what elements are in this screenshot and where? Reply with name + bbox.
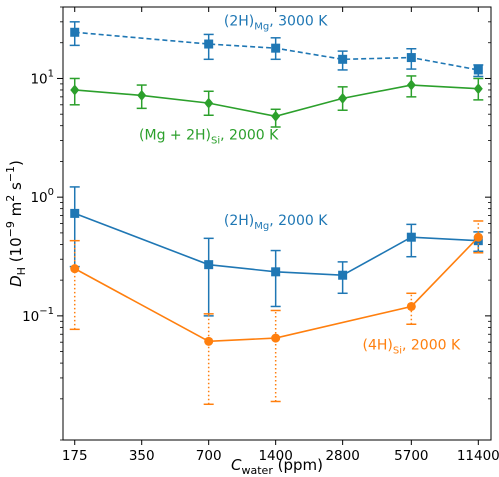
series-line (74, 31, 479, 71)
x-tick-label: 700 (196, 448, 222, 464)
data-point (271, 267, 281, 277)
data-point (204, 97, 214, 109)
data-point (271, 110, 281, 122)
series-annotation: (2H)Mg, 3000 K (224, 13, 328, 32)
data-point (338, 54, 348, 64)
data-point (271, 333, 281, 343)
data-point (473, 83, 483, 95)
series-annotation: (4H)Si, 2000 K (362, 338, 460, 357)
data-point (204, 336, 214, 346)
annotations: (2H)Mg, 3000 K (Mg + 2H)Si, 2000 K (2H)Mg,… (139, 13, 461, 356)
x-tick-label: 2800 (325, 448, 359, 464)
data-point (473, 232, 483, 242)
data-point (70, 27, 80, 37)
data-point (204, 39, 214, 49)
y-axis-label: DH (10−9 m2 s−1) (4, 160, 28, 287)
data-point (406, 53, 416, 63)
data-point (70, 264, 80, 274)
data-point (70, 208, 80, 218)
series-1 (69, 75, 484, 128)
data-point (204, 260, 214, 270)
y-tick-label: 10−1 (22, 306, 54, 325)
data-point (70, 84, 80, 96)
series-line (74, 84, 479, 118)
x-tick-label: 175 (62, 448, 88, 464)
series-line (74, 212, 479, 277)
axis-ticks: 175 350 700 1400 2800 5700 11400 10−1 100 101 (22, 6, 499, 464)
y-tick-label: 101 (30, 68, 54, 87)
data-point (137, 89, 147, 101)
series-0 (69, 21, 484, 78)
data-point (271, 43, 281, 53)
y-tick-label: 100 (30, 187, 54, 206)
data-point (406, 232, 416, 242)
data-point (406, 79, 416, 91)
data-point (338, 92, 348, 104)
series-annotation: (2H)Mg, 2000 K (224, 213, 328, 232)
series-3 (69, 220, 484, 406)
data-point (338, 270, 348, 280)
series-annotation: (Mg + 2H)Si, 2000 K (139, 128, 279, 147)
series-line (74, 236, 479, 343)
series-2 (69, 186, 484, 317)
data-point (406, 301, 416, 311)
axis-labels: Cwater (ppm) DH (10−9 m2 s−1) (4, 160, 323, 477)
x-tick-label: 11400 (457, 448, 499, 464)
x-tick-label: 1400 (258, 448, 292, 464)
data-point (473, 65, 483, 75)
series-layer (69, 21, 484, 406)
x-tick-label: 5700 (394, 448, 428, 464)
x-axis-label: Cwater (ppm) (231, 456, 323, 477)
x-tick-label: 350 (129, 448, 155, 464)
